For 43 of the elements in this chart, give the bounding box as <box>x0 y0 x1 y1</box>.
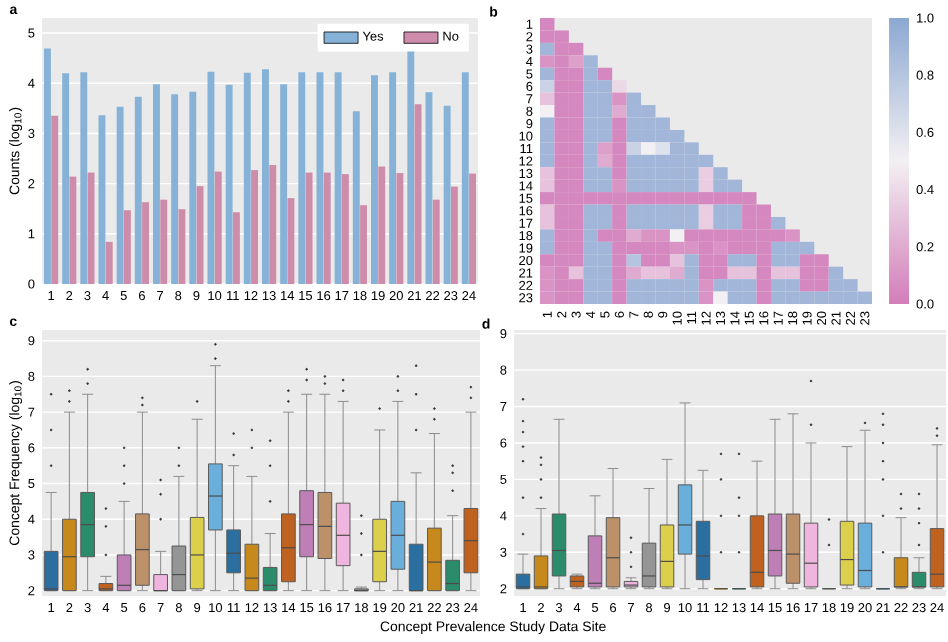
bar <box>214 171 222 284</box>
bar <box>105 241 113 284</box>
bar <box>51 115 59 284</box>
bar <box>196 186 204 284</box>
bar <box>352 111 360 284</box>
bar <box>443 105 451 284</box>
bar <box>389 72 397 284</box>
bar <box>360 205 368 284</box>
bar <box>153 84 160 284</box>
bar <box>414 104 422 284</box>
bar <box>371 75 378 284</box>
bar <box>378 166 386 284</box>
bar <box>269 165 277 284</box>
bar <box>432 199 440 284</box>
bar <box>142 202 150 284</box>
bar <box>323 172 331 284</box>
bar <box>44 48 51 284</box>
bar <box>189 91 197 284</box>
bar <box>134 96 142 284</box>
bar <box>334 72 342 284</box>
bar <box>171 94 179 284</box>
bar <box>305 172 313 284</box>
bar <box>69 176 77 284</box>
bar <box>87 172 95 284</box>
bar <box>469 173 477 284</box>
bar <box>341 174 349 284</box>
bar <box>62 73 70 284</box>
bar <box>178 209 186 284</box>
bar <box>262 69 269 284</box>
bar <box>123 210 131 284</box>
bar <box>232 212 240 284</box>
bar <box>251 170 259 284</box>
bar <box>450 186 458 284</box>
bar <box>116 106 124 284</box>
bar <box>461 72 469 284</box>
bar <box>243 72 251 284</box>
bar <box>396 173 404 284</box>
bar <box>80 72 88 284</box>
bar <box>160 199 168 284</box>
bar <box>287 198 295 284</box>
bar <box>298 72 306 284</box>
bar <box>280 84 288 284</box>
bar <box>225 84 233 284</box>
